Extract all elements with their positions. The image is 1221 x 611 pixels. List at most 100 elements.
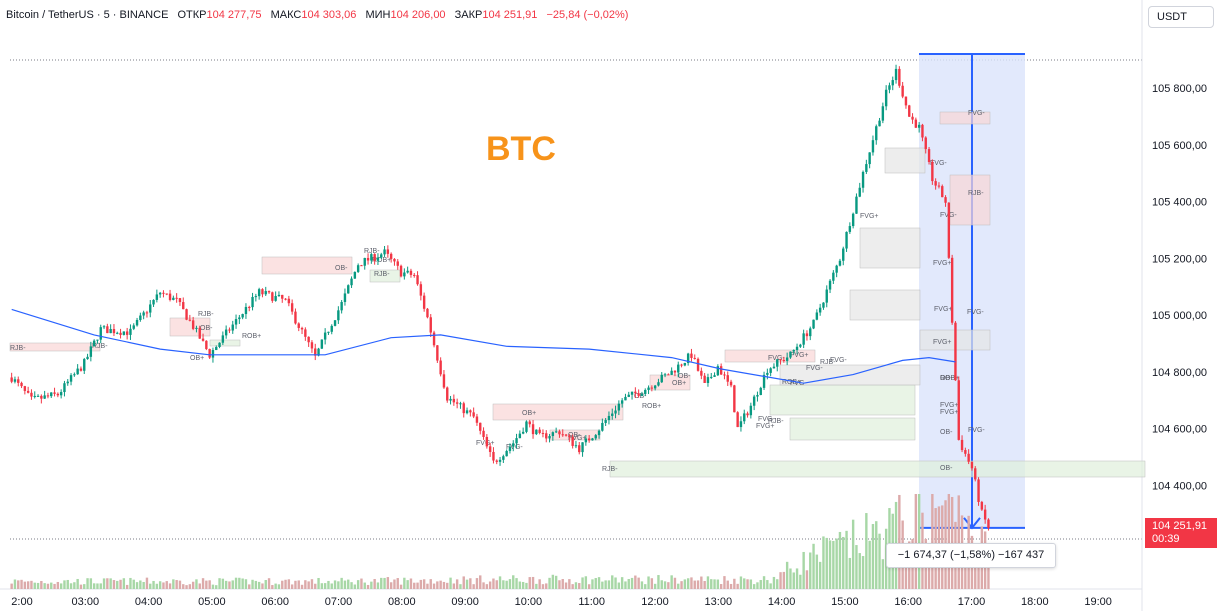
candle-body	[191, 320, 195, 329]
candle-body	[515, 438, 518, 444]
zone-label: OB-	[940, 375, 953, 382]
candle-body	[271, 292, 274, 301]
zone-label: RJB-	[968, 190, 984, 197]
candle-body	[429, 317, 432, 333]
volume-bar	[73, 582, 76, 589]
volume-bar	[716, 579, 720, 589]
volume-bar	[297, 580, 300, 589]
candle-body	[63, 383, 66, 393]
volume-bar	[429, 579, 432, 589]
time-tick-label: 05:00	[198, 596, 226, 608]
candle-body	[26, 390, 30, 393]
volume-bar	[762, 576, 766, 589]
volume-bar	[898, 494, 901, 589]
candle-body	[759, 387, 762, 396]
candle-body	[419, 284, 423, 296]
moving-average-line	[11, 308, 956, 384]
candle-body	[983, 509, 987, 520]
candle-body	[297, 323, 300, 328]
candle-body	[409, 270, 413, 275]
volume-bar	[125, 584, 129, 589]
volume-bar	[851, 519, 855, 589]
volume-bar	[799, 574, 802, 589]
candle-body	[459, 403, 462, 405]
time-tick-label: 2:00	[11, 596, 32, 608]
candle-body	[386, 249, 390, 254]
candle-body	[455, 402, 459, 404]
candle-body	[373, 254, 376, 261]
candle-body	[274, 296, 277, 301]
candle-body	[871, 140, 875, 153]
volume-bar	[974, 551, 977, 589]
candle-body	[611, 413, 614, 416]
candle-body	[149, 304, 152, 313]
candle-body	[789, 351, 792, 358]
volume-bar	[89, 578, 93, 589]
volume-bar	[611, 575, 614, 589]
volume-bar	[86, 578, 89, 589]
volume-bar	[224, 580, 228, 589]
candle-body	[667, 374, 670, 376]
volume-bar	[455, 579, 459, 589]
volume-bar	[736, 583, 739, 589]
time-tick-label: 07:00	[325, 596, 353, 608]
candle-body	[597, 430, 601, 436]
smc-zone	[209, 339, 241, 347]
zone-label: OB-	[940, 465, 953, 472]
candle-body	[772, 366, 776, 369]
candle-body	[347, 285, 350, 294]
volume-bar	[244, 579, 248, 589]
candle-body	[710, 376, 713, 378]
candle-body	[267, 291, 271, 293]
candle-body	[69, 375, 73, 382]
volume-bar	[564, 582, 568, 589]
volume-bar	[795, 568, 799, 589]
volume-bar	[706, 576, 710, 589]
candle-body	[776, 359, 779, 367]
candle-body	[449, 398, 452, 401]
candle-body	[50, 392, 53, 397]
volume-bar	[495, 580, 498, 589]
volume-bar	[620, 577, 624, 589]
volume-bar	[776, 579, 779, 589]
volume-bar	[241, 578, 244, 589]
volume-bar	[865, 513, 868, 589]
candle-body	[568, 435, 571, 438]
volume-bar	[294, 580, 297, 589]
btc-watermark-text: BTC	[486, 130, 556, 168]
candle-body	[911, 116, 914, 120]
volume-bar	[554, 575, 558, 589]
currency-button[interactable]: USDT	[1148, 6, 1214, 28]
volume-bar	[399, 584, 403, 589]
volume-bar	[574, 582, 578, 589]
candle-body	[389, 253, 393, 259]
candle-body	[73, 374, 76, 376]
candle-body	[881, 106, 885, 121]
volume-bar	[809, 552, 812, 589]
candle-body	[248, 306, 251, 308]
candle-body	[630, 391, 634, 395]
volume-bar	[815, 554, 819, 589]
volume-bar	[677, 583, 680, 589]
candle-body	[766, 372, 769, 375]
candle-body	[716, 366, 720, 376]
candle-body	[723, 374, 726, 376]
volume-bar	[782, 571, 786, 589]
volume-bar	[267, 578, 271, 589]
candle-body	[706, 377, 710, 383]
volume-bar	[805, 570, 809, 589]
volume-bar	[419, 579, 423, 589]
volume-bar	[531, 576, 535, 589]
volume-bar	[584, 576, 588, 589]
smc-zone	[949, 174, 991, 226]
volume-bar	[307, 581, 310, 589]
volume-bar	[733, 578, 736, 589]
volume-bar	[756, 582, 759, 589]
smc-zone	[261, 256, 353, 275]
candle-body	[182, 302, 185, 310]
candle-body	[624, 396, 627, 401]
volume-bar	[205, 580, 208, 589]
symbol-title[interactable]: Bitcoin / TetherUS · 5 · BINANCE	[6, 9, 169, 21]
